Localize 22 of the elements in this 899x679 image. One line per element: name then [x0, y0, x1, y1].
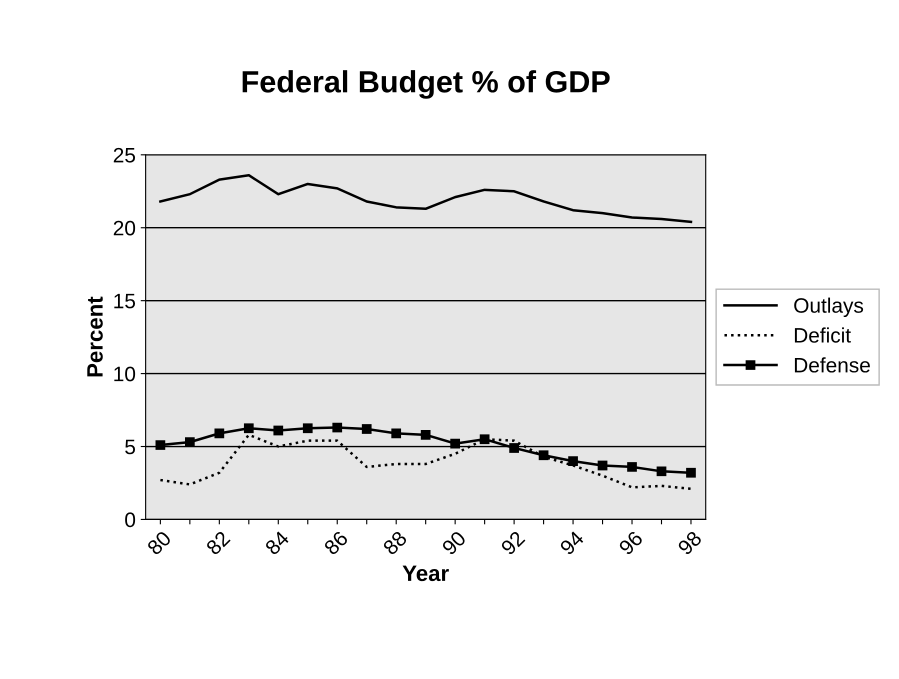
x-tick-label: 82	[205, 530, 231, 556]
y-tick-label: 20	[114, 220, 136, 236]
chart-title: Federal Budget % of GDP	[242, 70, 610, 99]
x-tick-label: 96	[618, 530, 644, 556]
x-tick-label: 98	[676, 530, 702, 556]
y-tick-label: 25	[114, 148, 136, 163]
y-tick-label: 0	[125, 512, 136, 528]
x-tick-label: 94	[559, 530, 585, 556]
x-tick-label: 86	[323, 530, 349, 556]
legend-label: Defense	[794, 357, 870, 373]
y-axis-title: Percent	[87, 296, 103, 376]
x-axis-title: Year	[402, 566, 449, 582]
y-tick-label: 5	[125, 440, 136, 454]
x-tick-label: 88	[382, 530, 408, 556]
x-tick-label: 80	[146, 530, 172, 556]
y-tick-label: 10	[114, 366, 136, 382]
x-tick-label: 92	[500, 530, 526, 556]
legend-label: Deficit	[794, 327, 851, 343]
y-tick-label: 15	[114, 294, 136, 308]
legend-label: Outlays	[794, 298, 864, 317]
x-tick-label: 84	[264, 530, 290, 556]
x-tick-label: 90	[441, 530, 467, 556]
